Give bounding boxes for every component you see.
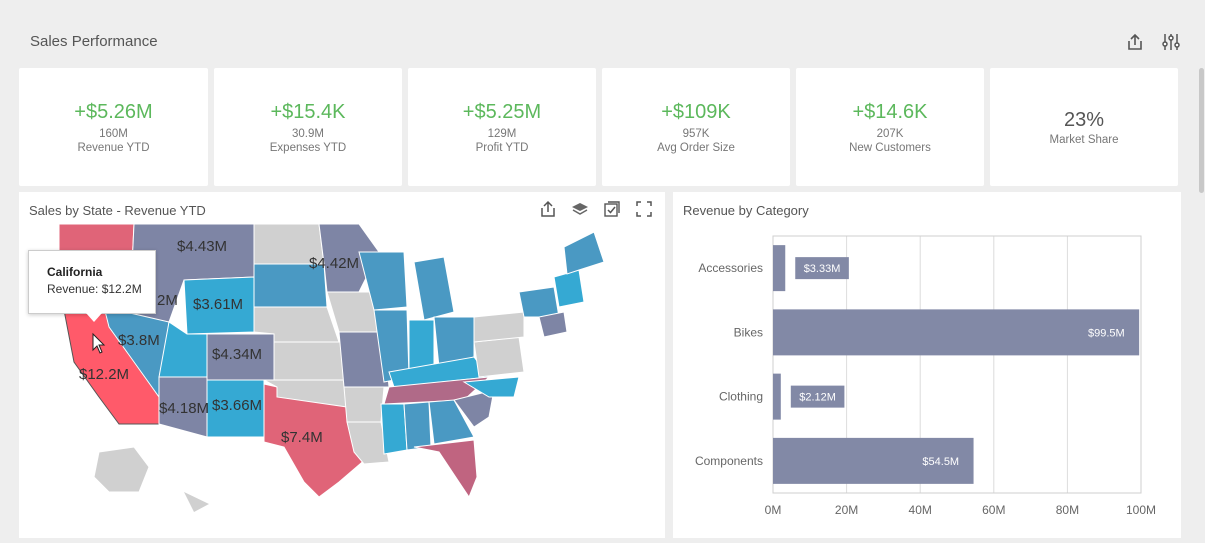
tooltip-revenue: Revenue: $12.2M	[47, 282, 142, 296]
x-tick-label: 60M	[982, 503, 1005, 517]
data-label: $99.5M	[1088, 327, 1125, 339]
state-kansas[interactable]	[273, 341, 345, 381]
category-label: Clothing	[719, 390, 763, 404]
map-label: $12.2M	[79, 366, 129, 383]
map-label: $4.42M	[309, 255, 359, 272]
state-south-carolina[interactable]	[453, 389, 495, 428]
kpi-delta: +$109K	[661, 100, 731, 123]
state-virginia[interactable]	[473, 336, 525, 378]
kpi-card-avg-order[interactable]: +$109K 957K Avg Order Size	[602, 68, 790, 186]
state-new-england[interactable]	[553, 269, 585, 308]
state-new-york[interactable]	[518, 286, 560, 318]
map-label: $3.66M	[212, 397, 262, 414]
bar[interactable]	[773, 309, 1140, 356]
kpi-value: 30.9M	[292, 127, 324, 140]
export-icon[interactable]	[1125, 32, 1145, 52]
map-panel-title: Sales by State - Revenue YTD	[29, 203, 206, 218]
kpi-card-expenses[interactable]: +$15.4K 30.9M Expenses YTD	[214, 68, 402, 186]
tooltip-state: California	[47, 265, 103, 279]
scrollbar-thumb[interactable]	[1199, 68, 1204, 193]
data-label: $54.5M	[922, 456, 959, 468]
map-label: $3.61M	[193, 296, 243, 313]
state-georgia[interactable]	[428, 399, 475, 445]
export-icon[interactable]	[539, 200, 557, 218]
x-tick-label: 100M	[1126, 503, 1156, 517]
multiselect-icon[interactable]	[603, 200, 621, 218]
kpi-label: Avg Order Size	[657, 141, 735, 154]
data-label: $3.33M	[804, 263, 841, 275]
parameters-icon[interactable]	[1161, 32, 1181, 52]
state-north-carolina[interactable]	[462, 376, 520, 398]
state-michigan[interactable]	[413, 256, 455, 321]
kpi-delta: +$15.4K	[270, 100, 346, 123]
state-hawaii[interactable]	[184, 492, 209, 512]
kpi-value: 129M	[487, 127, 517, 140]
kpi-label: New Customers	[849, 141, 931, 154]
kpi-delta: +$5.26M	[74, 100, 153, 123]
x-tick-label: 20M	[835, 503, 858, 517]
state-mississippi[interactable]	[380, 403, 408, 455]
state-maine[interactable]	[563, 231, 605, 275]
category-label: Accessories	[698, 261, 763, 275]
kpi-value: 957K	[682, 127, 710, 140]
data-label-box	[795, 257, 849, 280]
x-tick-label: 40M	[909, 503, 932, 517]
fullscreen-icon[interactable]	[635, 200, 653, 218]
category-label: Bikes	[734, 325, 763, 339]
state-pennsylvania[interactable]	[473, 311, 525, 343]
state-alabama[interactable]	[403, 401, 432, 451]
map-label: $4.18M	[159, 400, 209, 417]
category-panel-title: Revenue by Category	[683, 203, 809, 218]
state-florida[interactable]	[413, 439, 478, 499]
tooltip-arrow	[86, 313, 102, 322]
category-panel: Revenue by Category 0M 20M 40M 60M 80M 100M Ac…	[673, 192, 1181, 538]
map-label: $7.4M	[281, 429, 323, 446]
kpi-value: 207K	[876, 127, 904, 140]
dashboard-title: Sales Performance	[30, 33, 158, 50]
state-louisiana[interactable]	[346, 421, 390, 465]
layers-icon[interactable]	[571, 200, 589, 218]
state-arkansas[interactable]	[343, 386, 385, 423]
map-panel: Sales by State - Revenue YTD	[19, 192, 665, 538]
bar[interactable]	[773, 373, 781, 420]
map-label: 2M	[157, 292, 178, 309]
kpi-card-new-customers[interactable]: +$14.6K 207K New Customers	[796, 68, 984, 186]
kpi-label: Profit YTD	[475, 141, 529, 154]
kpi-card-profit[interactable]: +$5.25M 129M Profit YTD	[408, 68, 596, 186]
kpi-label: Market Share	[1049, 133, 1119, 146]
state-wisconsin[interactable]	[358, 251, 408, 311]
kpi-value: 23%	[1063, 108, 1105, 131]
x-tick-label: 80M	[1056, 503, 1079, 517]
kpi-delta: +$5.25M	[462, 100, 542, 123]
mouse-cursor-icon	[92, 332, 106, 354]
map-tooltip: California Revenue: $12.2M	[28, 250, 156, 314]
state-new-jersey[interactable]	[538, 311, 568, 338]
kpi-value: 160M	[99, 127, 128, 140]
kpi-card-revenue[interactable]: +$5.26M 160M Revenue YTD	[19, 68, 208, 186]
kpi-label: Expenses YTD	[269, 141, 347, 154]
map-label: $4.43M	[177, 238, 227, 255]
kpi-card-market-share[interactable]: 23% Market Share	[990, 68, 1178, 186]
kpi-label: Revenue YTD	[77, 141, 150, 154]
category-label: Components	[695, 454, 763, 468]
data-label-box	[790, 385, 845, 408]
state-oklahoma[interactable]	[263, 379, 348, 408]
bar[interactable]	[773, 245, 786, 292]
bar[interactable]	[773, 437, 974, 484]
map-label: $3.8M	[118, 332, 160, 349]
map-label: $4.34M	[212, 346, 262, 363]
data-label: $2.12M	[799, 392, 836, 404]
x-tick-label: 0M	[765, 503, 782, 517]
plot-frame	[772, 235, 1142, 494]
kpi-delta: +$14.6K	[852, 100, 928, 123]
category-bar-chart[interactable]: 0M 20M 40M 60M 80M 100M Accessories $3.33M Bikes…	[673, 192, 1181, 538]
state-alaska[interactable]	[93, 446, 150, 493]
us-map[interactable]: $4.43M $4.42M $3.61M 2M $3.8M $4.34M $12…	[19, 192, 665, 538]
